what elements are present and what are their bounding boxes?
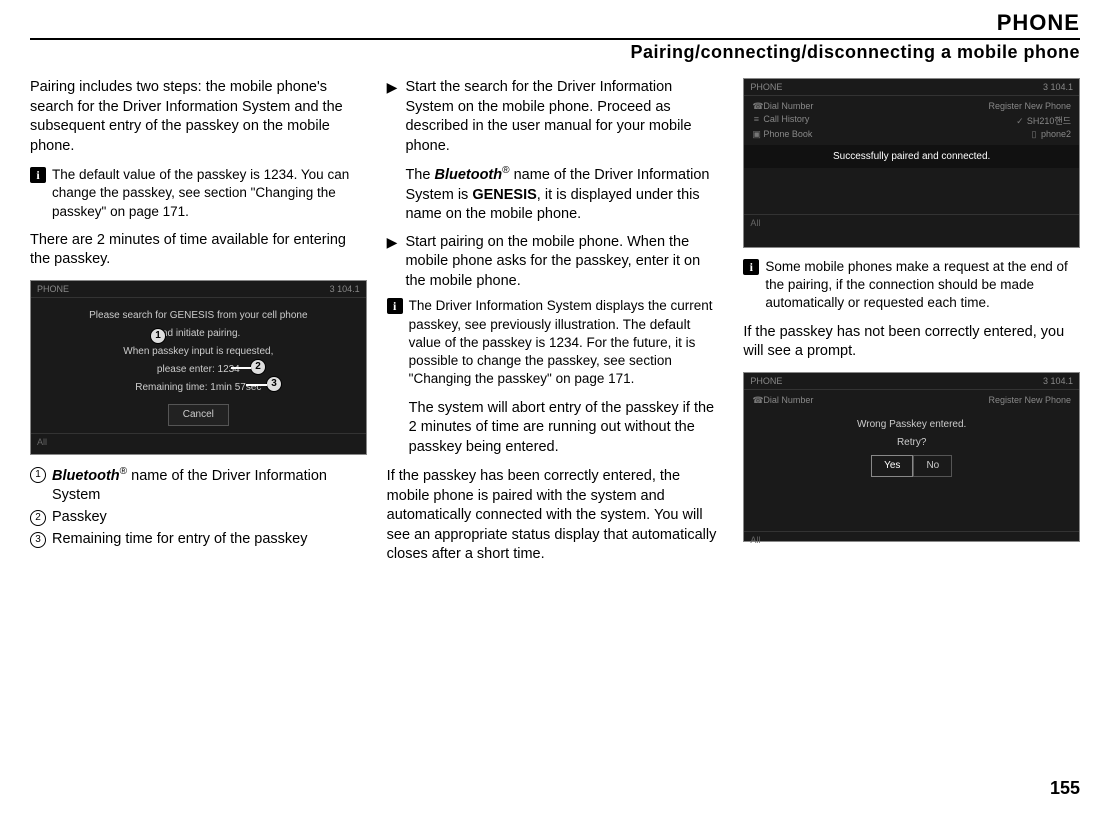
c2-p3: The system will abort entry of the passk… bbox=[409, 399, 724, 458]
ss1-l5: Remaining time: 1min 57sec bbox=[41, 380, 356, 396]
legend-1: 1 Bluetooth® name of the Driver Informat… bbox=[30, 465, 367, 506]
ss3-no: No bbox=[913, 455, 952, 477]
c3-p5: If the passkey has not been correctly en… bbox=[743, 323, 1080, 362]
c2-note2-text: The Driver Information System displays t… bbox=[409, 297, 724, 388]
screenshot-wrong-passkey: PHONE 3 104.1 ☎Dial NumberRegister New P… bbox=[743, 372, 1080, 542]
c2-step2: ▶ Start pairing on the mobile phone. Whe… bbox=[387, 233, 724, 292]
c1-note1-text: The default value of the passkey is 1234… bbox=[52, 166, 367, 221]
callout-1: 1 bbox=[150, 328, 166, 344]
step-marker-icon: ▶ bbox=[387, 79, 398, 96]
step-marker-icon: ▶ bbox=[387, 234, 398, 251]
ss2-row2: ≡Call History✓SH210핸드 bbox=[752, 113, 1071, 128]
legend-3: 3 Remaining time for entry of the passke… bbox=[30, 530, 367, 550]
ss1-top-left: PHONE bbox=[37, 284, 69, 294]
ss2-bot-left: All bbox=[750, 218, 760, 228]
c2-step1: ▶ Start the search for the Driver Inform… bbox=[387, 78, 724, 225]
callout-2: 2 bbox=[250, 359, 266, 375]
legend-2-text: Passkey bbox=[52, 508, 107, 528]
c2-note2: i The Driver Information System displays… bbox=[387, 297, 724, 388]
info-icon: i bbox=[30, 167, 46, 183]
ss2-top-right: 3 104.1 bbox=[1043, 82, 1073, 92]
info-icon: i bbox=[387, 298, 403, 314]
ss3-top-right: 3 104.1 bbox=[1043, 376, 1073, 386]
c2-s1a: Start the search for the Driver Informat… bbox=[405, 78, 723, 156]
legend-2-num: 2 bbox=[30, 510, 46, 526]
header-subtitle: Pairing/connecting/disconnecting a mobil… bbox=[30, 42, 1080, 63]
header-category: PHONE bbox=[30, 10, 1080, 36]
legend-2: 2 Passkey bbox=[30, 508, 367, 528]
ss1-l4: please enter: 1234 bbox=[41, 362, 356, 378]
ss1-top-right: 3 104.1 bbox=[330, 284, 360, 294]
screenshot-success: PHONE 3 104.1 ☎Dial NumberRegister New P… bbox=[743, 78, 1080, 248]
ss1-bot-left: All bbox=[37, 437, 47, 447]
ss3-top-left: PHONE bbox=[750, 376, 782, 386]
ss2-banner: Successfully paired and connected. bbox=[744, 145, 1079, 168]
ss3-bot-left: All bbox=[750, 535, 760, 545]
c2-p4: If the passkey has been correctly entere… bbox=[387, 467, 724, 565]
ss1-l2: and initiate pairing. bbox=[41, 326, 356, 342]
legend-3-text: Remaining time for entry of the passkey bbox=[52, 530, 307, 550]
column-1: Pairing includes two steps: the mobile p… bbox=[30, 78, 367, 575]
c3-note3: i Some mobile phones make a request at t… bbox=[743, 258, 1080, 313]
page-number: 155 bbox=[1050, 778, 1080, 799]
ss3-row1: ☎Dial NumberRegister New Phone bbox=[752, 394, 1071, 407]
ss3-yes: Yes bbox=[871, 455, 913, 477]
legend-1-num: 1 bbox=[30, 467, 46, 483]
column-3: PHONE 3 104.1 ☎Dial NumberRegister New P… bbox=[743, 78, 1080, 575]
c1-para2: There are 2 minutes of time available fo… bbox=[30, 231, 367, 270]
column-2: ▶ Start the search for the Driver Inform… bbox=[387, 78, 724, 575]
ss3-l1: Wrong Passkey entered. bbox=[754, 417, 1069, 433]
info-icon: i bbox=[743, 259, 759, 275]
ss1-l1: Please search for GENESIS from your cell… bbox=[41, 308, 356, 324]
ss2-row1: ☎Dial NumberRegister New Phone bbox=[752, 100, 1071, 113]
callout-3: 3 bbox=[266, 376, 282, 392]
columns: Pairing includes two steps: the mobile p… bbox=[30, 78, 1080, 575]
ss2-row3: ▣Phone Book▯phone2 bbox=[752, 128, 1071, 141]
c2-s1b: The Bluetooth® name of the Driver Inform… bbox=[405, 164, 723, 225]
ss2-top-left: PHONE bbox=[750, 82, 782, 92]
c3-note3-text: Some mobile phones make a request at the… bbox=[765, 258, 1080, 313]
c1-note1: i The default value of the passkey is 12… bbox=[30, 166, 367, 221]
ss3-l2: Retry? bbox=[754, 435, 1069, 451]
ss1-bot-right bbox=[357, 437, 360, 447]
c1-para1: Pairing includes two steps: the mobile p… bbox=[30, 78, 367, 156]
ss1-l3: When passkey input is requested, bbox=[41, 344, 356, 360]
callout-3-line bbox=[246, 384, 267, 386]
c2-s2: Start pairing on the mobile phone. When … bbox=[405, 233, 723, 292]
ss1-cancel: Cancel bbox=[168, 404, 229, 426]
legend-1-text: Bluetooth® name of the Driver Informatio… bbox=[52, 465, 367, 506]
legend-3-num: 3 bbox=[30, 532, 46, 548]
callout-2-line bbox=[231, 367, 251, 369]
screenshot-pairing: PHONE 3 104.1 Please search for GENESIS … bbox=[30, 280, 367, 455]
header-rule bbox=[30, 38, 1080, 40]
